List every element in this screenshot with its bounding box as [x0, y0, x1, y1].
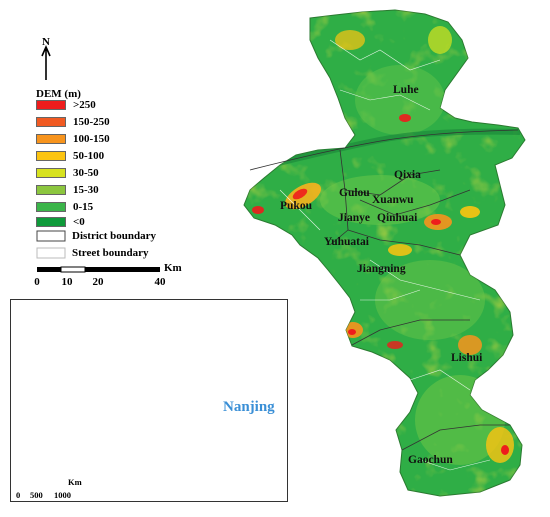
district-label-lishui: Lishui [451, 352, 483, 364]
legend-label: 15-30 [73, 184, 99, 196]
legend-item: 15-30 [36, 183, 99, 197]
scale-tick: 10 [61, 276, 73, 288]
district-label-gulou: Gulou [339, 187, 370, 199]
legend-swatch [36, 117, 66, 127]
legend-swatch [36, 202, 66, 212]
legend-street-boundary: Street boundary [72, 247, 149, 259]
district-label-jianye: Jianye [338, 212, 370, 224]
district-label-qinhuai: Qinhuai [377, 212, 418, 224]
scale-bar [37, 266, 160, 273]
district-boundaries [249, 129, 519, 451]
north-arrow-icon [41, 45, 51, 80]
north-label: N [42, 36, 50, 48]
inset-nanjing-label: Nanjing [223, 399, 275, 415]
legend-item: 0-15 [36, 200, 93, 214]
inset-frame [10, 299, 288, 502]
legend-swatch [36, 134, 66, 144]
legend-label: 30-50 [73, 167, 99, 179]
legend-title: DEM (m) [36, 88, 81, 100]
legend-label: >250 [73, 99, 96, 111]
legend-swatch [36, 168, 66, 178]
legend-item: 50-100 [36, 149, 104, 163]
district-label-luhe: Luhe [393, 84, 419, 96]
district-label-yuhuatai: Yuhuatai [324, 236, 369, 248]
district-label-gaochun: Gaochun [408, 454, 453, 466]
legend-item: <0 [36, 215, 85, 229]
district-boundary-swatch [36, 230, 66, 242]
inset-scale-tick: 500 [30, 490, 43, 500]
district-label-xuanwu: Xuanwu [372, 194, 414, 206]
legend-swatch [36, 151, 66, 161]
scale-tick: 20 [92, 276, 104, 288]
legend-district-boundary: District boundary [72, 230, 157, 242]
legend-swatch [36, 100, 66, 110]
district-label-jiangning: Jiangning [357, 263, 406, 275]
legend-label: <0 [73, 216, 85, 228]
district-label-pukou: Pukou [280, 200, 312, 212]
legend-item: 30-50 [36, 166, 99, 180]
legend-item: 100-150 [36, 132, 110, 146]
scale-tick: 40 [154, 276, 166, 288]
legend-label: 0-15 [73, 201, 94, 213]
street-boundary-swatch [36, 247, 66, 259]
inset-scale-tick: 0 [16, 490, 21, 500]
legend-label: 150-250 [73, 116, 110, 128]
legend-swatch [36, 217, 66, 227]
scale-tick: 0 [34, 276, 40, 288]
legend-item: 150-250 [36, 115, 110, 129]
district-label-qixia: Qixia [394, 169, 421, 181]
street-boundaries [279, 39, 491, 471]
legend-swatch [36, 185, 66, 195]
inset-scale-unit: Km [68, 477, 82, 487]
legend-label: 100-150 [73, 133, 110, 145]
scale-unit: Km [164, 262, 182, 274]
legend-label: 50-100 [73, 150, 105, 162]
inset-scale-tick: 1000 [54, 490, 71, 500]
legend-item: >250 [36, 98, 96, 112]
